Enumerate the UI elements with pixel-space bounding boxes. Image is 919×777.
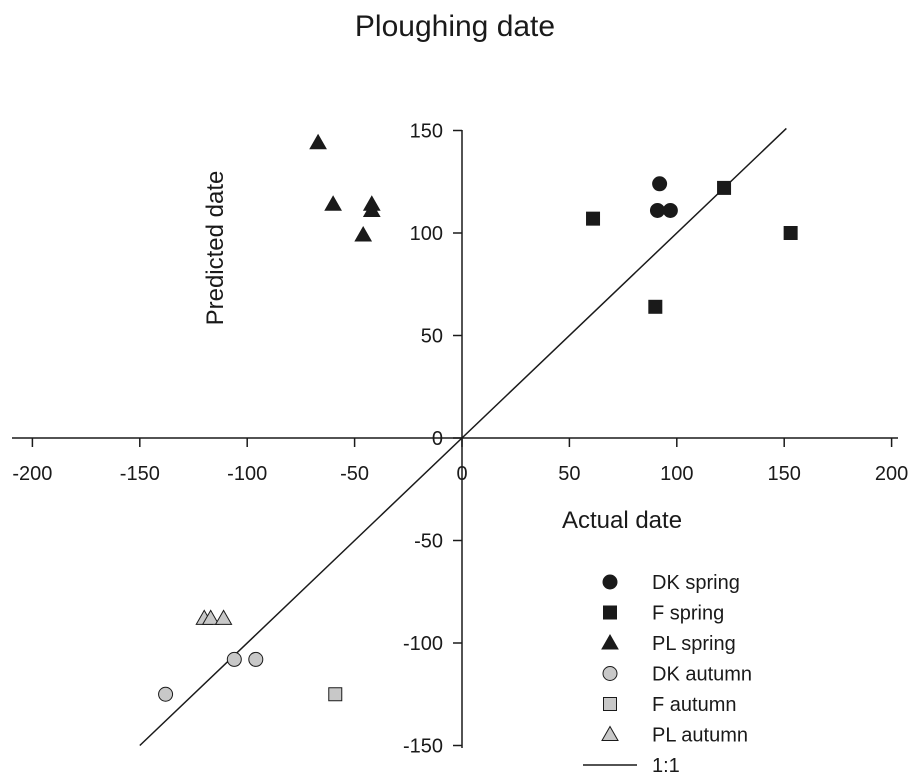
x-tick-label: 150 bbox=[768, 463, 801, 485]
legend-marker-f-spring bbox=[603, 605, 617, 620]
y-tick-label: -50 bbox=[414, 531, 443, 553]
legend-label-f-autumn: F autumn bbox=[652, 694, 736, 716]
x-tick-label: 50 bbox=[558, 463, 580, 485]
y-tick-label: -100 bbox=[403, 633, 443, 655]
chart-title: Ploughing date bbox=[355, 10, 555, 43]
point-pl-autumn bbox=[214, 609, 233, 625]
data-points bbox=[158, 133, 798, 702]
reference-line-1-1 bbox=[139, 127, 787, 747]
x-ticks: -200 -150 -100 -50 0 50 100 150 200 bbox=[12, 438, 908, 485]
point-f-autumn bbox=[328, 687, 343, 702]
legend-marker-dk-autumn bbox=[602, 666, 618, 681]
axes bbox=[12, 130, 898, 748]
point-dk-spring bbox=[649, 202, 665, 218]
y-tick-label: -150 bbox=[403, 736, 443, 758]
point-f-spring bbox=[648, 299, 663, 314]
legend-label-dk-spring: DK spring bbox=[652, 572, 740, 594]
point-pl-autumn bbox=[201, 609, 220, 625]
reference-line-group bbox=[139, 127, 787, 747]
point-dk-autumn bbox=[248, 651, 264, 667]
legend-label-1-1: 1:1 bbox=[652, 755, 680, 777]
legend-marker-dk-spring bbox=[602, 574, 618, 590]
point-dk-autumn bbox=[158, 686, 174, 702]
legend-marker-f-autumn bbox=[603, 697, 617, 711]
y-axis-title: Predicted date bbox=[202, 171, 229, 326]
point-f-spring bbox=[586, 211, 601, 226]
point-dk-spring bbox=[662, 202, 678, 218]
point-pl-spring bbox=[362, 201, 381, 217]
y-tick-label: 50 bbox=[421, 326, 443, 348]
point-pl-spring bbox=[324, 195, 342, 211]
y-ticks: -150 -100 -50 0 50 100 150 bbox=[403, 121, 462, 758]
legend-marker-pl-autumn bbox=[601, 725, 619, 741]
x-tick-label: 200 bbox=[875, 463, 908, 485]
x-axis-title: Actual date bbox=[562, 507, 682, 534]
y-tick-label: 100 bbox=[410, 223, 443, 245]
point-dk-spring bbox=[652, 176, 668, 192]
x-tick-label: -150 bbox=[120, 463, 160, 485]
point-f-spring bbox=[717, 180, 732, 195]
x-tick-label: -200 bbox=[12, 463, 52, 485]
legend-label-f-spring: F spring bbox=[652, 603, 724, 625]
legend-label-pl-spring: PL spring bbox=[652, 633, 736, 655]
x-tick-label: -100 bbox=[227, 463, 267, 485]
point-pl-spring bbox=[309, 133, 327, 150]
y-tick-label: 0 bbox=[432, 428, 443, 450]
x-tick-label: 0 bbox=[456, 463, 467, 485]
legend: DK spring F spring PL spring DK autumn F aut… bbox=[583, 572, 752, 777]
x-tick-label: 100 bbox=[660, 463, 693, 485]
point-f-spring bbox=[783, 226, 798, 240]
legend-marker-pl-spring bbox=[601, 633, 619, 650]
point-pl-spring bbox=[354, 226, 373, 242]
legend-label-pl-autumn: PL autumn bbox=[652, 725, 748, 747]
point-dk-autumn bbox=[226, 651, 242, 667]
legend-label-dk-autumn: DK autumn bbox=[652, 664, 752, 686]
x-tick-label: -50 bbox=[340, 463, 369, 485]
y-tick-label: 150 bbox=[410, 121, 443, 143]
